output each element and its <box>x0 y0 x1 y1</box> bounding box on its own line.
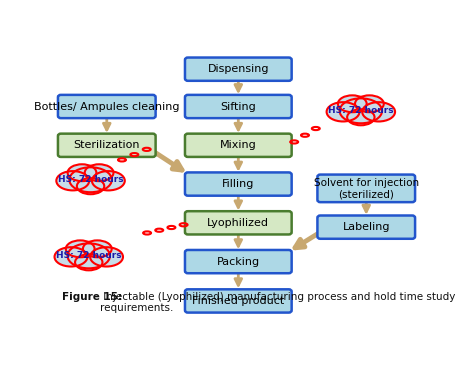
Ellipse shape <box>355 95 384 112</box>
Text: Solvent for injection
(sterilized): Solvent for injection (sterilized) <box>314 178 419 199</box>
FancyBboxPatch shape <box>318 216 415 239</box>
Ellipse shape <box>54 247 87 267</box>
FancyBboxPatch shape <box>185 172 292 196</box>
Ellipse shape <box>90 247 123 267</box>
Text: Figure 15: Injectable (Lyophilized) manufacturing process and hold time study
re: Figure 15: Injectable (Lyophilized) manu… <box>62 292 465 313</box>
Ellipse shape <box>338 95 367 112</box>
Text: Labeling: Labeling <box>343 222 390 232</box>
Ellipse shape <box>69 167 112 192</box>
Text: Filling: Filling <box>222 179 254 189</box>
Text: Figure 15:: Figure 15: <box>62 292 122 302</box>
Text: Bottles/ Ampules cleaning: Bottles/ Ampules cleaning <box>34 101 179 112</box>
Text: Sterilization: Sterilization <box>73 140 140 150</box>
Ellipse shape <box>56 171 89 190</box>
Text: HS: 72 hours: HS: 72 hours <box>58 175 123 184</box>
Text: HS: 72 hours: HS: 72 hours <box>328 106 394 115</box>
Text: Dispensing: Dispensing <box>207 64 269 74</box>
Ellipse shape <box>67 164 96 181</box>
FancyBboxPatch shape <box>58 134 156 157</box>
FancyBboxPatch shape <box>58 95 156 118</box>
Ellipse shape <box>77 178 104 194</box>
Ellipse shape <box>75 254 102 270</box>
Ellipse shape <box>362 102 395 122</box>
FancyBboxPatch shape <box>185 211 292 235</box>
Text: Injectable (Lyophilized) manufacturing process and hold time study
requirements.: Injectable (Lyophilized) manufacturing p… <box>100 292 455 313</box>
Text: Sifting: Sifting <box>220 101 256 112</box>
Ellipse shape <box>92 171 125 190</box>
Text: Finished product: Finished product <box>192 296 285 306</box>
FancyBboxPatch shape <box>318 175 415 202</box>
Ellipse shape <box>339 98 382 123</box>
Ellipse shape <box>326 102 359 122</box>
Text: Mixing: Mixing <box>220 140 257 150</box>
Ellipse shape <box>347 109 374 125</box>
Ellipse shape <box>67 244 110 268</box>
Text: HS: 72 hours: HS: 72 hours <box>56 251 121 260</box>
Text: Packing: Packing <box>217 257 260 267</box>
FancyBboxPatch shape <box>185 57 292 81</box>
FancyBboxPatch shape <box>185 95 292 118</box>
FancyBboxPatch shape <box>185 134 292 157</box>
Ellipse shape <box>83 240 112 257</box>
FancyBboxPatch shape <box>185 250 292 273</box>
Text: Lyophilized: Lyophilized <box>207 218 269 228</box>
Ellipse shape <box>66 240 94 257</box>
Ellipse shape <box>85 164 113 181</box>
FancyBboxPatch shape <box>185 289 292 313</box>
